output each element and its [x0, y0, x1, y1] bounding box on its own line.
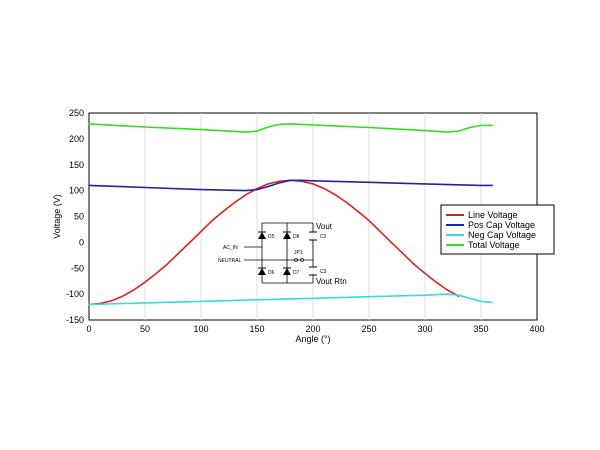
x-tick-label: 400	[529, 324, 544, 334]
total-voltage-legend-label: Total Voltage	[468, 240, 520, 250]
diode-d6-symbol	[258, 268, 266, 275]
x-tick-label: 300	[417, 324, 432, 334]
label-c3: C3	[320, 269, 327, 275]
line-voltage-line	[88, 179, 460, 306]
neg-cap-voltage-legend-label: Neg Cap Voltage	[468, 230, 536, 240]
x-tick-label: 50	[140, 324, 150, 334]
y-tick-label: -50	[71, 263, 84, 273]
label-d5: D5	[268, 234, 275, 240]
label-d8: D8	[293, 234, 300, 240]
x-tick-label: 250	[361, 324, 376, 334]
series-lines	[88, 123, 493, 306]
diode-d7-symbol	[283, 268, 291, 275]
y-tick-label: -150	[66, 315, 84, 325]
x-axis-label: Angle (°)	[295, 334, 330, 344]
label-ac-in: AC_IN	[223, 245, 238, 251]
x-tick-label: 100	[193, 324, 208, 334]
axis-ticks: 0 50 100 150 200 250 300 350 400250200150100500-…	[66, 108, 545, 334]
diode-d5-symbol	[258, 232, 266, 239]
y-tick-label: 250	[69, 108, 84, 118]
diode-d8-symbol	[283, 232, 291, 239]
y-axis-label: Voltage (V)	[52, 194, 62, 239]
y-tick-label: 50	[74, 212, 84, 222]
y-tick-label: 0	[79, 237, 84, 247]
y-tick-label: -100	[66, 289, 84, 299]
label-vout-rtn: Vout Rtn	[316, 277, 347, 286]
x-tick-label: 200	[305, 324, 320, 334]
x-tick-label: 150	[249, 324, 264, 334]
x-tick-label: 0	[86, 324, 91, 334]
jumper-jp1-pin	[300, 258, 304, 262]
label-neutral: NEUTRAL	[218, 258, 242, 264]
label-jp1: JP1	[294, 250, 303, 256]
pos-cap-voltage-legend-label: Pos Cap Voltage	[468, 220, 535, 230]
label-d7: D7	[293, 270, 300, 276]
total-voltage-line	[88, 123, 493, 133]
rectifier-schematic: Vout Vout Rtn AC_IN NEUTRAL D5 D8 D6 D7 …	[218, 222, 347, 286]
y-tick-label: 150	[69, 160, 84, 170]
y-tick-label: 100	[69, 186, 84, 196]
jumper-jp1-pin	[294, 258, 298, 262]
grid-lines	[144, 113, 482, 320]
neg-cap-voltage-line	[88, 293, 493, 306]
x-tick-label: 350	[473, 324, 488, 334]
label-c2: C2	[320, 234, 327, 240]
line-voltage-legend-label: Line Voltage	[468, 210, 518, 220]
label-d6: D6	[268, 270, 275, 276]
pos-cap-voltage-line	[88, 179, 493, 192]
label-vout: Vout	[316, 222, 333, 231]
y-tick-label: 200	[69, 134, 84, 144]
